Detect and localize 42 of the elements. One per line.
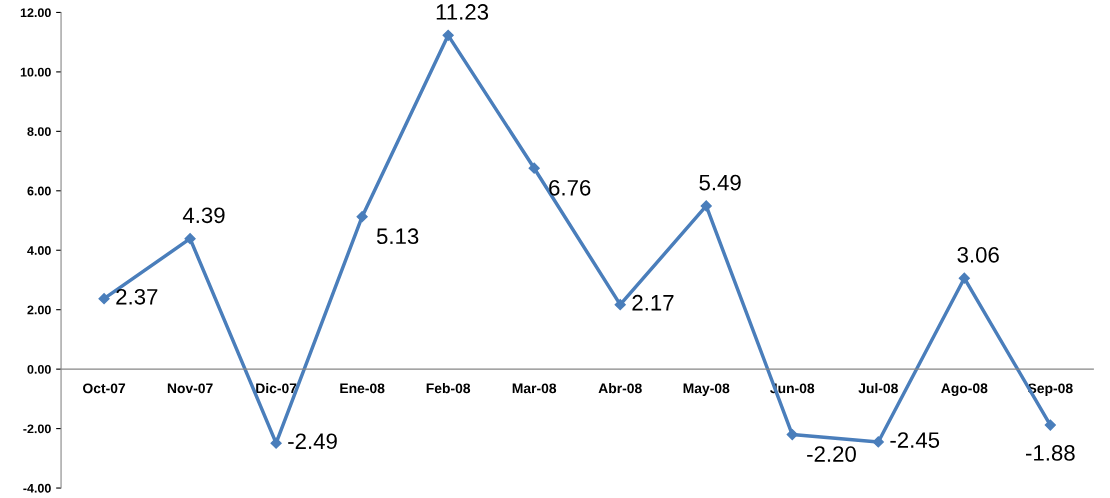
point bbox=[184, 233, 196, 245]
y-tick-label: 12.00 bbox=[20, 8, 51, 18]
data-label: 5.13 bbox=[376, 228, 419, 245]
point bbox=[98, 293, 110, 305]
data-label: 3.06 bbox=[957, 246, 999, 263]
point bbox=[958, 272, 970, 284]
y-tick-label: 10.00 bbox=[20, 67, 51, 77]
point bbox=[356, 211, 368, 223]
point bbox=[872, 436, 884, 448]
point bbox=[442, 29, 454, 41]
data-label: 4.39 bbox=[182, 207, 225, 224]
data-label: 5.49 bbox=[699, 174, 741, 191]
data-label: -1.88 bbox=[1026, 445, 1075, 461]
x-tick-label: Mar-08 bbox=[512, 383, 557, 394]
y-tick-label: -2.00 bbox=[23, 424, 51, 434]
x-tick-label: Abr-08 bbox=[598, 383, 642, 394]
x-tick-label: Nov-07 bbox=[167, 383, 213, 394]
point bbox=[270, 437, 282, 449]
y-tick-label: 8.00 bbox=[27, 127, 51, 136]
data-label: 6.76 bbox=[549, 179, 591, 196]
x-tick-label: May-08 bbox=[683, 383, 730, 396]
y-tick-label: -4.00 bbox=[23, 483, 51, 493]
x-tick-label: Feb-08 bbox=[426, 383, 471, 394]
point bbox=[614, 299, 626, 311]
y-tick-label: 0.00 bbox=[27, 364, 51, 374]
x-tick-label: Oct-07 bbox=[83, 383, 126, 394]
data-label: 11.23 bbox=[436, 4, 489, 20]
y-tick-label: 6.00 bbox=[27, 186, 51, 196]
data-label: -2.49 bbox=[288, 433, 337, 450]
point bbox=[528, 162, 540, 174]
y-tick-label: 4.00 bbox=[27, 246, 51, 255]
data-label: -2.20 bbox=[807, 446, 856, 462]
x-tick-label: Ene-08 bbox=[340, 383, 385, 394]
x-tick-label: Ago-08 bbox=[941, 383, 988, 396]
data-label: 2.17 bbox=[632, 294, 674, 311]
data-label: -2.45 bbox=[890, 432, 940, 448]
y-tick-label: 2.00 bbox=[27, 305, 51, 315]
point bbox=[700, 200, 712, 212]
point bbox=[786, 428, 798, 441]
x-tick-label: Jul-08 bbox=[858, 383, 898, 394]
data-label: 2.37 bbox=[116, 288, 158, 305]
point bbox=[1044, 419, 1056, 431]
